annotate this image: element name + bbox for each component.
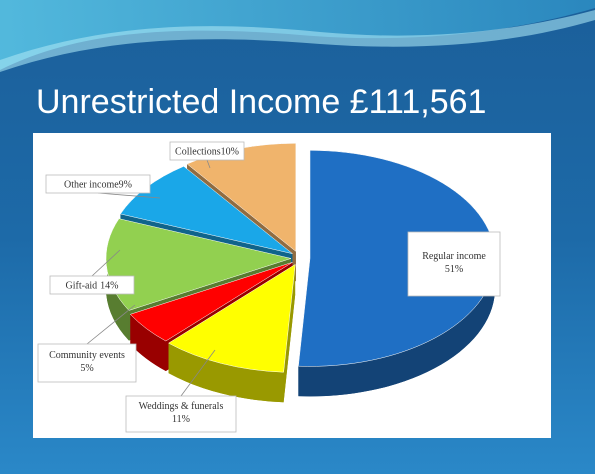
data-label: Regular income 51%	[422, 251, 486, 275]
slide-title: Unrestricted Income £111,561	[36, 83, 486, 121]
label-value: 10%	[221, 147, 239, 158]
label-box	[37, 343, 137, 383]
slice-side	[168, 343, 284, 403]
label-box	[45, 174, 151, 194]
data-label: Gift-aid 14%	[66, 281, 119, 292]
label-value: 5%	[80, 363, 93, 374]
leader-line	[97, 192, 161, 199]
header-wave-line	[0, 10, 595, 72]
data-label: Collections10%	[175, 147, 239, 158]
data-label: Weddings & funerals 11%	[139, 401, 224, 425]
label-name: Collections	[175, 147, 221, 158]
leader-line	[86, 304, 136, 345]
header-wave	[0, 0, 595, 70]
label-box	[169, 141, 245, 161]
label-name: Other income	[64, 180, 119, 191]
leader-line	[91, 249, 121, 277]
label-name: Gift-aid	[66, 281, 98, 292]
pie-slice	[105, 218, 292, 311]
label-name: Weddings & funerals	[139, 401, 224, 412]
pie-slice	[168, 263, 296, 373]
pie-slice	[129, 262, 293, 342]
leader-line	[180, 349, 216, 397]
data-label: Other income9%	[64, 180, 132, 191]
label-name: Community events	[49, 350, 125, 361]
label-value: 51%	[445, 264, 463, 275]
label-box	[125, 395, 237, 433]
label-name: Regular income	[422, 251, 486, 262]
label-value: 14%	[100, 281, 118, 292]
label-box	[407, 231, 501, 297]
label-value: 11%	[172, 414, 190, 425]
label-value: 9%	[119, 180, 132, 191]
slice-side	[130, 314, 166, 372]
data-label: Community events 5%	[49, 350, 125, 374]
leader-line	[206, 159, 211, 169]
data-labels: Regular income 51% Weddings & funerals 11% C…	[37, 141, 501, 433]
label-box	[49, 275, 135, 295]
pie-slices	[105, 143, 496, 373]
